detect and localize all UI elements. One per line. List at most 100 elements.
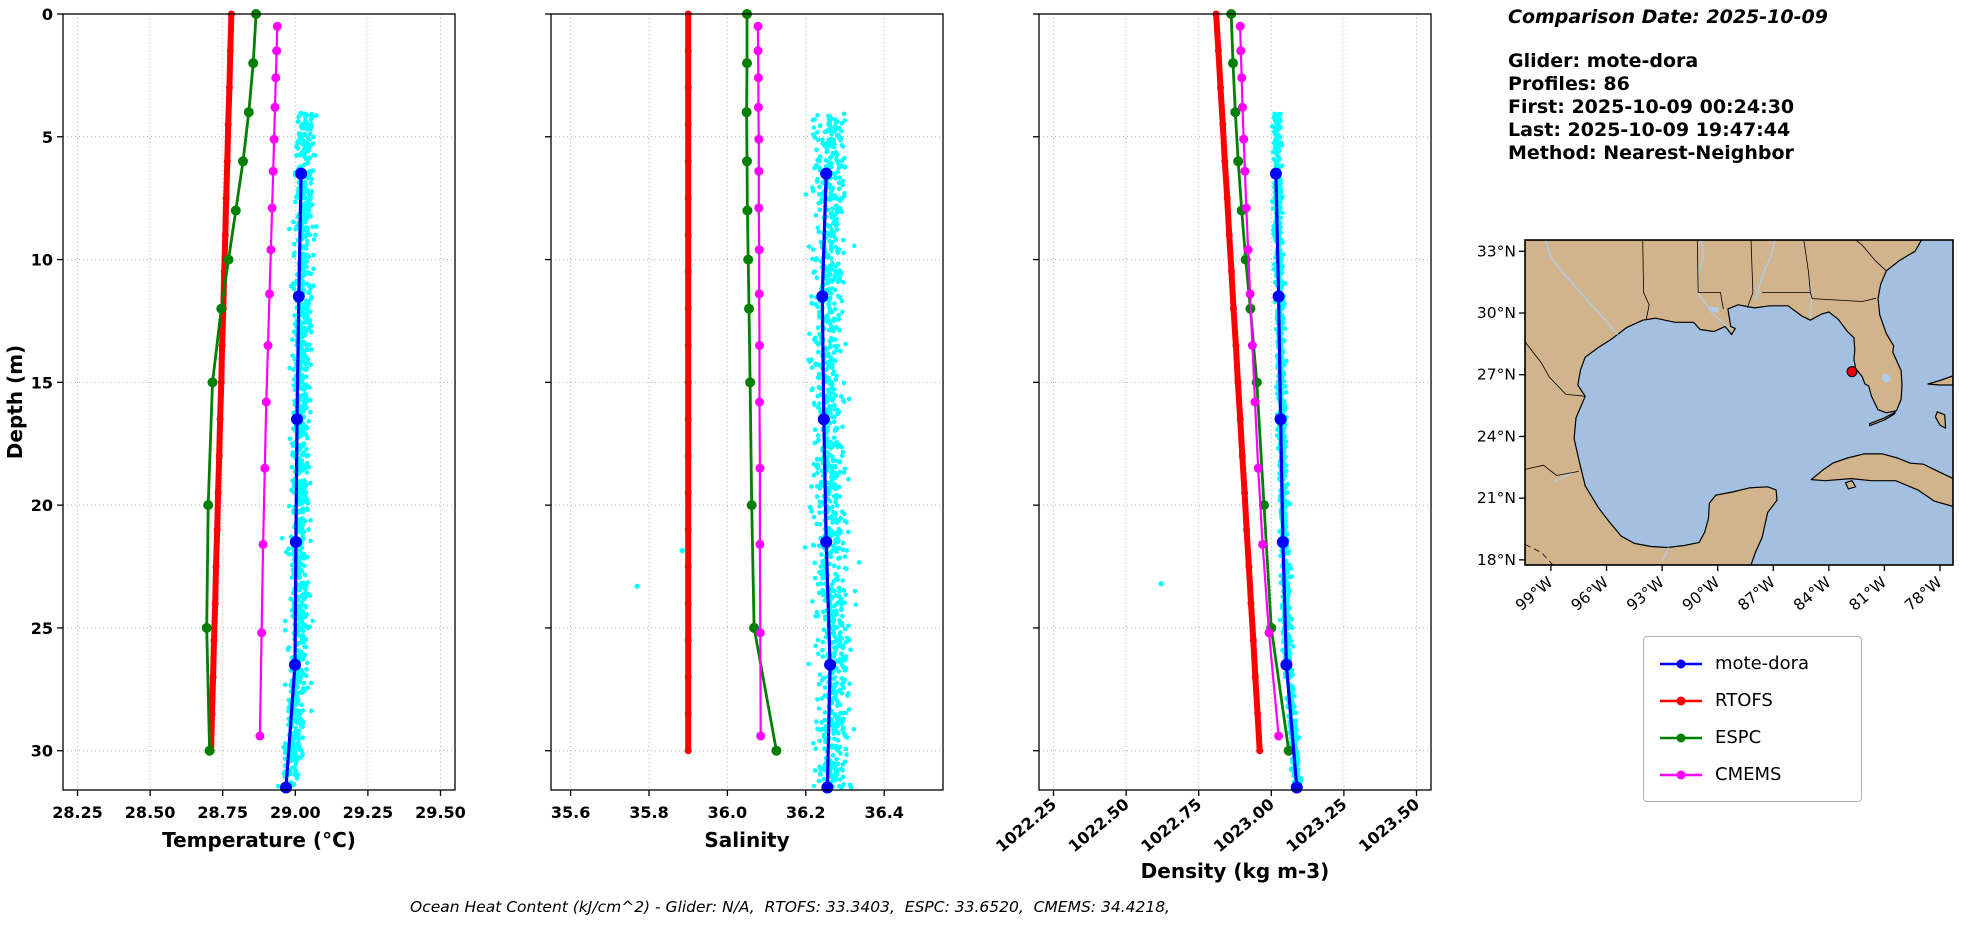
lon-tick-label: 84°W [1790, 573, 1834, 614]
svg-text:0: 0 [42, 5, 53, 24]
profiles-count: Profiles: 86 [1508, 73, 1630, 95]
svg-text:36.4: 36.4 [864, 803, 903, 822]
legend-label: mote-dora [1715, 653, 1810, 674]
legend-item-mote-dora: mote-dora [1644, 645, 1861, 682]
salinity-chart: 35.6 35.8 36.0 36.2 36.4 Salinity [545, 9, 944, 852]
state-border [1642, 240, 1650, 320]
river [1554, 471, 1574, 483]
comparison-date: Comparison Date: 2025-10-09 [1508, 6, 1828, 28]
temperature-chart: 28.25 28.50 28.75 29.00 29.25 29.50 0 5 10 15 20 25… [3, 5, 466, 852]
lat-tick-label: 27°N [1477, 366, 1516, 384]
series-CMEMS [1235, 21, 1284, 741]
river [1697, 240, 1733, 332]
lon-tick-label: 81°W [1846, 573, 1890, 614]
plot-frame [550, 13, 944, 791]
landmass [1525, 240, 1923, 565]
lon-tick-label: 87°W [1734, 573, 1778, 614]
lat-tick-label: 33°N [1477, 242, 1516, 260]
first-profile-time: First: 2025-10-09 00:24:30 [1508, 96, 1795, 118]
series-mote-dora [1269, 167, 1303, 794]
y-axis: 0 5 10 15 20 25 30 [31, 5, 63, 761]
gulf-of-mexico-map: 33°N 30°N 27°N 24°N 21°N 18°N 99°W 96°W 93°W 90°W… [1477, 239, 1954, 615]
svg-text:5: 5 [42, 128, 53, 147]
landmass [1927, 375, 1953, 386]
svg-text:15: 15 [31, 373, 53, 392]
lon-tick-label: 78°W [1901, 573, 1945, 614]
lat-tick-label: 30°N [1477, 304, 1516, 322]
info-panel: Comparison Date: 2025-10-09 Glider: mote… [1508, 6, 1828, 165]
lake [1709, 306, 1719, 313]
landmass [1869, 411, 1896, 427]
series-ESPC [741, 9, 782, 756]
map-frame [1524, 239, 1954, 566]
svg-text:1022.50: 1022.50 [1065, 795, 1133, 856]
svg-text:1023.25: 1023.25 [1282, 795, 1350, 856]
state-border [1525, 464, 1579, 476]
lake [1881, 373, 1891, 383]
svg-text:1023.00: 1023.00 [1210, 795, 1278, 856]
legend-line-marker-icon [1660, 733, 1702, 742]
svg-text:29.25: 29.25 [343, 803, 394, 822]
lon-tick-label: 96°W [1568, 573, 1612, 614]
series-mote-dora [280, 167, 308, 794]
svg-text:25: 25 [31, 619, 53, 638]
svg-text:28.25: 28.25 [52, 803, 103, 822]
lat-tick-label: 21°N [1477, 489, 1516, 507]
svg-text:29.50: 29.50 [415, 803, 466, 822]
x-axis-label: Salinity [704, 828, 789, 852]
glider-location-marker [1846, 366, 1858, 378]
lon-tick-label: 90°W [1679, 573, 1723, 614]
legend-label: ESPC [1715, 727, 1762, 748]
last-profile-time: Last: 2025-10-09 19:47:44 [1508, 119, 1791, 141]
svg-text:35.6: 35.6 [551, 803, 590, 822]
legend: mote-dora RTOFS ESPC CMEMS [1643, 636, 1862, 802]
legend-label: CMEMS [1715, 764, 1782, 785]
legend-line-marker-icon [1660, 696, 1702, 705]
svg-text:10: 10 [31, 251, 53, 270]
x-axis-label: Density (kg m-3) [1141, 859, 1330, 883]
x-axis: 28.25 28.50 28.75 29.00 29.25 29.50 [52, 790, 466, 822]
state-border [1809, 292, 1877, 302]
river [1755, 240, 1776, 300]
y-axis-label: Depth (m) [3, 345, 27, 459]
svg-text:1023.50: 1023.50 [1355, 795, 1423, 856]
svg-text:36.2: 36.2 [786, 803, 825, 822]
x-axis: 35.6 35.8 36.0 36.2 36.4 [551, 790, 904, 822]
lon-tick-label: 93°W [1623, 573, 1667, 614]
svg-text:1022.75: 1022.75 [1137, 795, 1205, 856]
legend-item-RTOFS: RTOFS [1644, 682, 1861, 719]
river [1544, 240, 1619, 336]
legend-item-ESPC: ESPC [1644, 719, 1861, 756]
landmass [1810, 453, 1953, 507]
river [1661, 547, 1670, 563]
plot-frame [1038, 13, 1432, 791]
series-CMEMS [255, 21, 282, 741]
svg-text:30: 30 [31, 742, 53, 761]
lat-tick-label: 18°N [1477, 551, 1516, 569]
glider-scatter [275, 110, 319, 790]
y-axis [545, 13, 551, 752]
lat-tick-label: 24°N [1477, 427, 1516, 445]
x-axis: 1022.25 1022.50 1022.75 1023.00 1023.25 1023.… [992, 790, 1423, 856]
legend-label: RTOFS [1715, 690, 1773, 711]
series-RTOFS [1212, 10, 1264, 755]
series-ESPC [201, 9, 262, 756]
series-CMEMS [753, 21, 766, 741]
state-border [1762, 240, 1811, 293]
series-RTOFS [684, 10, 692, 755]
svg-text:1022.25: 1022.25 [992, 795, 1060, 856]
density-chart: 1022.25 1022.50 1022.75 1023.00 1023.25 1023.… [992, 9, 1432, 883]
legend-line-marker-icon [1660, 659, 1702, 668]
state-border [1855, 240, 1887, 272]
x-axis-label: Temperature (°C) [162, 828, 356, 852]
svg-text:36.0: 36.0 [708, 803, 747, 822]
svg-text:35.8: 35.8 [629, 803, 668, 822]
svg-text:28.75: 28.75 [197, 803, 248, 822]
landmass [1844, 480, 1857, 490]
state-border [1696, 240, 1724, 309]
method-label: Method: Nearest-Neighbor [1508, 142, 1794, 164]
svg-text:29.00: 29.00 [270, 803, 321, 822]
plot-frame [62, 13, 456, 791]
